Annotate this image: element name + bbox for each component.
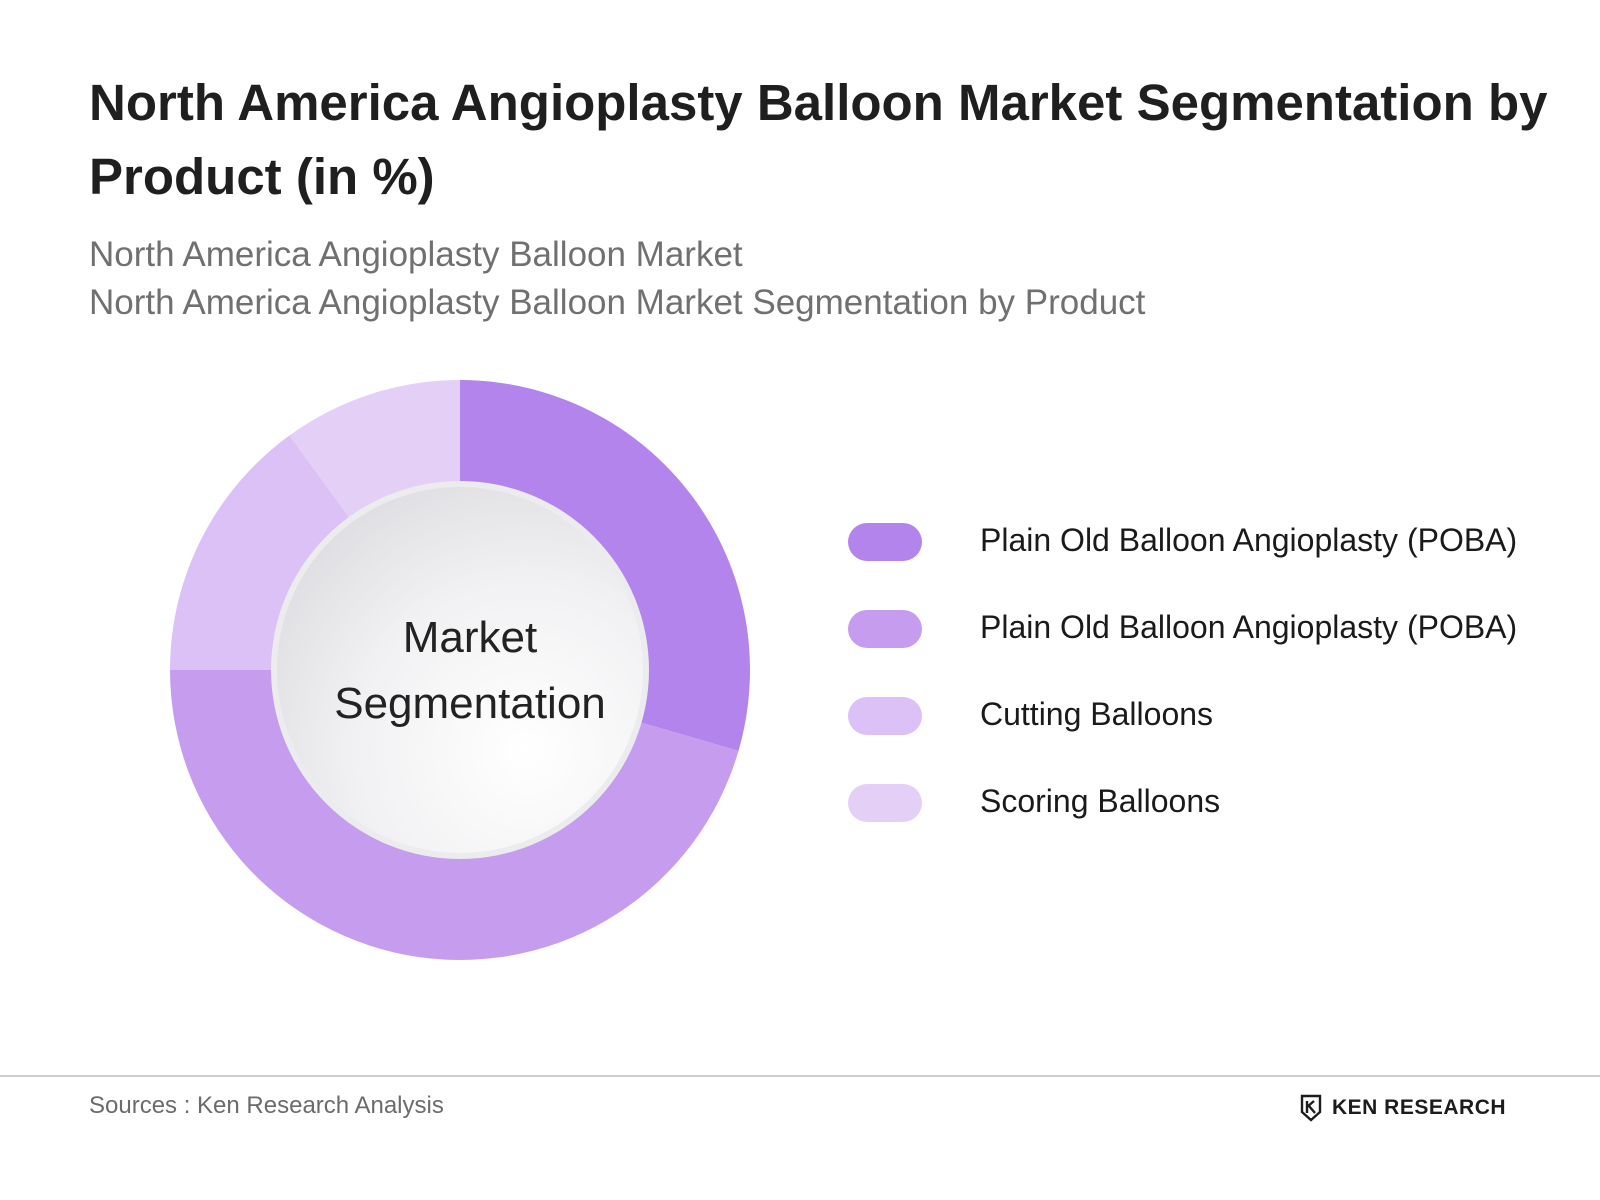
legend-swatch xyxy=(848,610,922,648)
legend-swatch xyxy=(848,784,922,822)
legend-label: Plain Old Balloon Angioplasty (POBA) xyxy=(980,522,1518,558)
center-label-line-2: Segmentation xyxy=(334,679,606,728)
legend-swatch xyxy=(848,523,922,561)
source-note: Sources : Ken Research Analysis xyxy=(89,1092,444,1119)
donut-slice-4 xyxy=(289,380,460,519)
ken-research-logo-icon xyxy=(1300,1094,1322,1122)
donut-center-label: Market Segmentation xyxy=(285,605,655,737)
chart-subtitle-secondary: North America Angioplasty Balloon Market… xyxy=(89,283,1146,322)
legend-swatch xyxy=(848,697,922,735)
donut-slice-1 xyxy=(460,380,750,751)
donut-chart xyxy=(169,380,750,961)
donut-slices xyxy=(169,380,750,961)
donut-slice-2 xyxy=(169,670,739,961)
legend-label: Plain Old Balloon Angioplasty (POBA) xyxy=(980,609,1518,645)
ken-research-logo-text: KEN RESEARCH xyxy=(1332,1096,1507,1119)
donut-center-disc xyxy=(277,487,643,853)
donut-slice-3 xyxy=(170,435,351,670)
legend-label: Cutting Balloons xyxy=(980,696,1214,732)
footer-divider xyxy=(0,1075,1600,1077)
chart-subtitle: North America Angioplasty Balloon Market xyxy=(89,235,743,274)
legend-label: Scoring Balloons xyxy=(980,783,1221,819)
chart-title: North America Angioplasty Balloon Market… xyxy=(89,74,1548,205)
center-label-line-1: Market xyxy=(402,613,538,662)
